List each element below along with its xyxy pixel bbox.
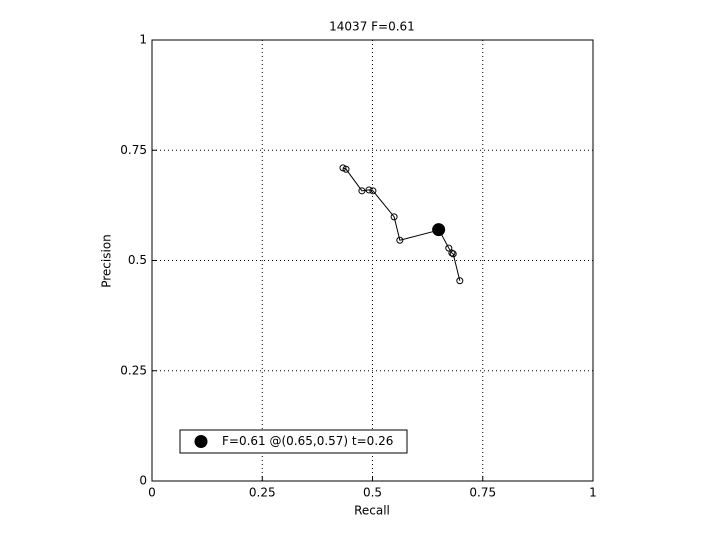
y-axis-label: Precision: [100, 234, 114, 288]
x-axis-label: Recall: [354, 504, 390, 518]
y-tick-label: 0.5: [128, 253, 147, 267]
point: [445, 244, 453, 252]
series-line: [342, 167, 461, 281]
y-tick-label: 0: [139, 474, 147, 488]
x-tick-label: 0.75: [469, 486, 496, 500]
x-tick-label: 0.25: [249, 486, 276, 500]
plot-frame: [151, 39, 594, 482]
x-tick-label: 0: [148, 486, 156, 500]
x-tick-label: 0.5: [363, 486, 382, 500]
legend-label: F=0.61 @(0.65,0.57) t=0.26: [222, 434, 393, 448]
legend-marker: [194, 435, 208, 448]
point: [449, 250, 457, 258]
best-point: [432, 223, 446, 237]
y-tick-label: 0.75: [120, 143, 147, 157]
legend-box: [179, 429, 408, 454]
x-tick-label: 1: [589, 486, 597, 500]
y-tick-label: 1: [139, 33, 147, 47]
point: [358, 187, 366, 195]
point: [342, 165, 350, 173]
point: [390, 213, 398, 221]
y-tick-label: 0.25: [120, 363, 147, 377]
chart-title: 14037 F=0.61: [329, 20, 415, 34]
point: [456, 277, 464, 285]
point: [339, 164, 347, 172]
point: [448, 249, 456, 257]
point: [369, 187, 377, 195]
point: [396, 236, 404, 244]
point: [365, 186, 373, 194]
